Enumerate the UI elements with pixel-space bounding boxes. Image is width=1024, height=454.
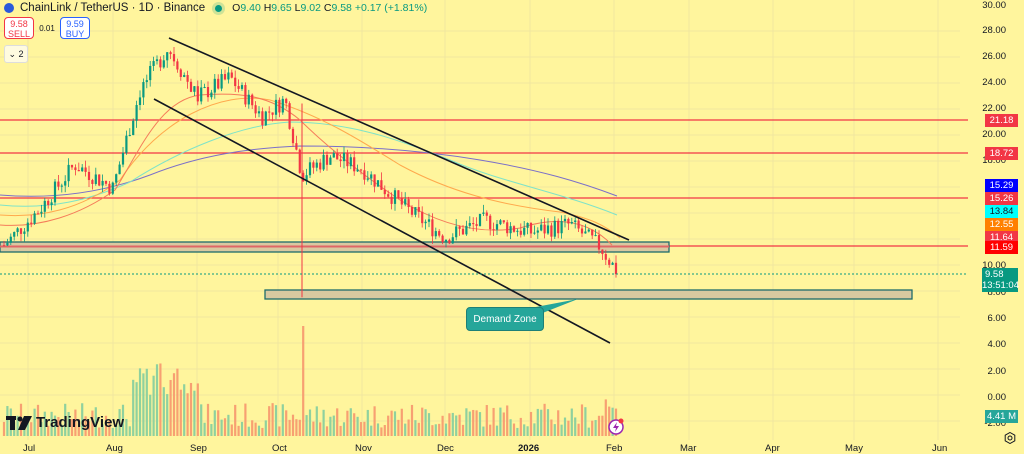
price-tag-15-29: 15.29 xyxy=(985,179,1018,192)
price-tag-18-72: 18.72 xyxy=(985,147,1018,160)
price-tag-13-84: 13.84 xyxy=(985,205,1018,218)
y-tick: 2.00 xyxy=(987,366,1007,377)
y-tick: 30.00 xyxy=(982,0,1006,11)
volume-bars xyxy=(2,326,618,436)
tradingview-logo[interactable]: TradingView xyxy=(6,414,124,431)
price-tag-15-26: 15.26 xyxy=(985,192,1018,205)
candlesticks xyxy=(2,46,618,298)
demand-zone[interactable] xyxy=(264,289,913,300)
y-tick: 24.00 xyxy=(982,77,1006,88)
x-tick: Sep xyxy=(190,443,207,454)
y-tick: 18.00 xyxy=(982,155,1006,166)
ohlc-values: O9.40 H9.65 L9.02 C9.58 +0.17 (+1.81%) xyxy=(232,2,428,14)
chainlink-logo-icon xyxy=(4,3,14,13)
y-tick: 20.00 xyxy=(982,129,1006,140)
x-tick: Jun xyxy=(932,443,948,454)
sell-button[interactable]: 9.58 SELL xyxy=(4,17,34,39)
settings-gear-icon[interactable] xyxy=(1004,432,1016,444)
x-tick: 2026 xyxy=(518,443,540,454)
countdown-tag: 13:51:04 xyxy=(982,279,1019,292)
price-tag-12-55: 12.55 xyxy=(985,218,1018,231)
price-tag-21-18: 21.18 xyxy=(985,114,1018,127)
y-tick: 4.00 xyxy=(987,339,1007,350)
x-tick: Nov xyxy=(355,443,372,454)
spread-value: 0.01 xyxy=(39,23,55,33)
x-tick: Jul xyxy=(23,443,36,454)
y-tick: 0.00 xyxy=(987,392,1007,403)
market-status-icon xyxy=(215,4,223,12)
tradingview-logo-icon xyxy=(6,415,32,430)
x-tick: May xyxy=(845,443,863,454)
x-tick: Feb xyxy=(606,443,623,454)
trade-panel: 9.58 SELL 0.01 9.59 BUY xyxy=(4,17,90,39)
symbol-header: ChainLink / TetherUS · 1D · Binance O9.4… xyxy=(4,2,427,14)
indicators-toggle[interactable]: ⌄ 2 xyxy=(4,45,28,63)
x-tick: Oct xyxy=(272,443,287,454)
ma-fast xyxy=(0,93,613,246)
price-tag-11-64: 11.64 xyxy=(985,231,1018,244)
price-tag-11-59: 11.59 xyxy=(985,241,1018,254)
y-tick: 22.00 xyxy=(982,103,1006,114)
x-tick: Aug xyxy=(106,443,123,454)
y-tick: 26.00 xyxy=(982,51,1006,62)
descending-channel[interactable] xyxy=(153,37,630,344)
lightning-alert-icon[interactable] xyxy=(607,417,625,435)
grid xyxy=(0,0,960,440)
symbol-title[interactable]: ChainLink / TetherUS · 1D · Binance xyxy=(20,2,206,14)
y-tick: 6.00 xyxy=(987,313,1007,324)
buy-button[interactable]: 9.59 BUY xyxy=(60,17,90,39)
x-tick: Apr xyxy=(765,443,780,454)
current-price-tag: 9.58 xyxy=(982,268,1018,281)
y-tick: -2.00 xyxy=(984,418,1006,429)
x-tick: Mar xyxy=(680,443,697,454)
x-tick: Dec xyxy=(437,443,454,454)
volume-tag: 4.41 M xyxy=(985,410,1018,423)
y-tick: 28.00 xyxy=(982,25,1006,36)
demand-zone-label[interactable]: Demand Zone xyxy=(466,307,544,331)
y-tick: 10.00 xyxy=(982,260,1006,271)
y-tick: 8.00 xyxy=(987,287,1007,298)
